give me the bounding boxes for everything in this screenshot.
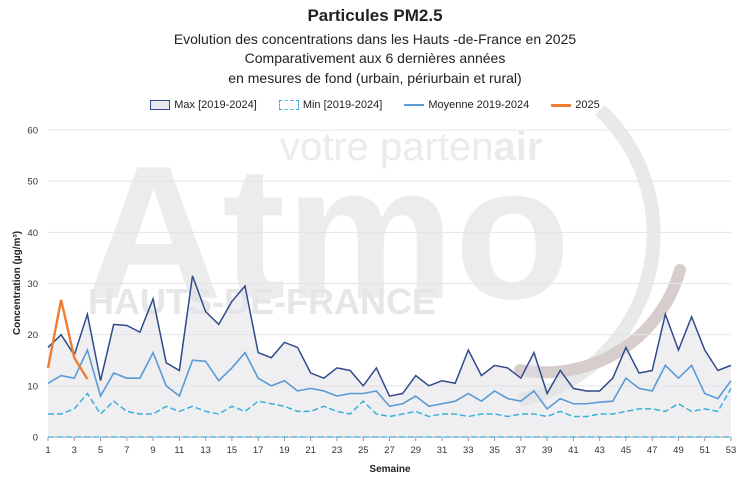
- x-tick-label-31: 31: [437, 445, 448, 456]
- y-axis-label: Concentration (µg/m³): [12, 231, 23, 335]
- x-tick-label-5: 5: [98, 445, 103, 456]
- watermark-tagline-part-1: votre parten: [280, 125, 493, 169]
- x-tick-label-43: 43: [594, 445, 605, 456]
- x-tick-label-23: 23: [332, 445, 343, 456]
- chart-series: [46, 275, 732, 438]
- x-tick-label-7: 7: [124, 445, 129, 456]
- chart-legend: Max [2019-2024] Min [2019-2024] Moyenne …: [0, 99, 750, 111]
- x-tick-label-53: 53: [726, 445, 737, 456]
- x-tick-label-47: 47: [647, 445, 658, 456]
- y-axis-ticks: 0 10 20 30 40 50 60: [27, 126, 38, 444]
- series-2025-line: [46, 299, 89, 380]
- legend-item-mean: Moyenne 2019-2024: [404, 99, 529, 111]
- x-tick-label-9: 9: [150, 445, 155, 456]
- x-axis-ticks: 1 3 5 7 9 11 13 15 17 19 21 23 25 27 29 31 33 35 37 39 41 43 4…: [45, 437, 736, 456]
- y-tick-label-20: 20: [27, 330, 38, 341]
- x-tick-label-17: 17: [253, 445, 264, 456]
- x-tick-label-37: 37: [516, 445, 527, 456]
- x-tick-label-29: 29: [410, 445, 421, 456]
- atmo-watermark: Atmo votre partenair HAUTS-DE-FRANCE: [85, 104, 686, 407]
- x-tick-label-39: 39: [542, 445, 553, 456]
- legend-item-min: Min [2019-2024]: [278, 99, 383, 111]
- legend-swatch-2025: [551, 103, 572, 107]
- x-tick-label-45: 45: [621, 445, 632, 456]
- legend-label-min: Min [2019-2024]: [302, 99, 383, 111]
- x-axis-label: Semaine: [369, 464, 411, 475]
- y-tick-label-0: 0: [33, 433, 38, 444]
- legend-label-mean: Moyenne 2019-2024: [428, 99, 530, 111]
- legend-label-2025: 2025: [575, 99, 600, 111]
- x-tick-label-49: 49: [673, 445, 684, 456]
- y-tick-label-10: 10: [27, 381, 38, 392]
- y-tick-label-30: 30: [27, 279, 38, 290]
- y-tick-label-40: 40: [27, 228, 38, 239]
- watermark-region-text: HAUTS-DE-FRANCE: [88, 281, 436, 322]
- x-tick-label-15: 15: [227, 445, 238, 456]
- x-tick-label-3: 3: [72, 445, 77, 456]
- x-tick-label-33: 33: [463, 445, 474, 456]
- series-max-area: [48, 275, 731, 437]
- series-max-line: [47, 275, 732, 397]
- x-tick-label-21: 21: [305, 445, 316, 456]
- x-tick-label-1: 1: [45, 445, 50, 456]
- watermark-tagline-text: votre partenair: [280, 125, 542, 169]
- x-tick-label-35: 35: [489, 445, 500, 456]
- chart-title: Particules PM2.5: [307, 6, 443, 25]
- series-mean-line: [47, 347, 732, 410]
- legend-swatch-mean: [404, 104, 425, 106]
- legend-item-2025: 2025: [551, 99, 600, 111]
- chart-subtitle-line-3: en mesures de fond (urbain, périurbain e…: [228, 70, 522, 86]
- y-tick-label-50: 50: [27, 177, 38, 188]
- x-tick-label-25: 25: [358, 445, 369, 456]
- x-tick-label-13: 13: [200, 445, 211, 456]
- legend-swatch-max: [150, 100, 171, 110]
- x-tick-label-19: 19: [279, 445, 290, 456]
- legend-swatch-min: [278, 100, 299, 110]
- legend-item-max: Max [2019-2024]: [150, 99, 257, 111]
- watermark-atmo-text: Atmo: [85, 127, 570, 339]
- legend-label-max: Max [2019-2024]: [174, 99, 257, 111]
- watermark-tagline-part-2: air: [493, 125, 542, 169]
- x-tick-label-51: 51: [699, 445, 710, 456]
- x-tick-label-11: 11: [174, 445, 184, 456]
- chart-subtitle-line-2: Comparativement aux 6 dernières années: [244, 50, 506, 66]
- x-tick-label-27: 27: [384, 445, 395, 456]
- y-tick-label-60: 60: [27, 126, 38, 137]
- chart-subtitle-line-1: Evolution des concentrations dans les Ha…: [173, 31, 577, 47]
- watermark-arc-large: [518, 104, 661, 407]
- x-tick-label-41: 41: [568, 445, 579, 456]
- watermark-arc-small: [514, 264, 686, 379]
